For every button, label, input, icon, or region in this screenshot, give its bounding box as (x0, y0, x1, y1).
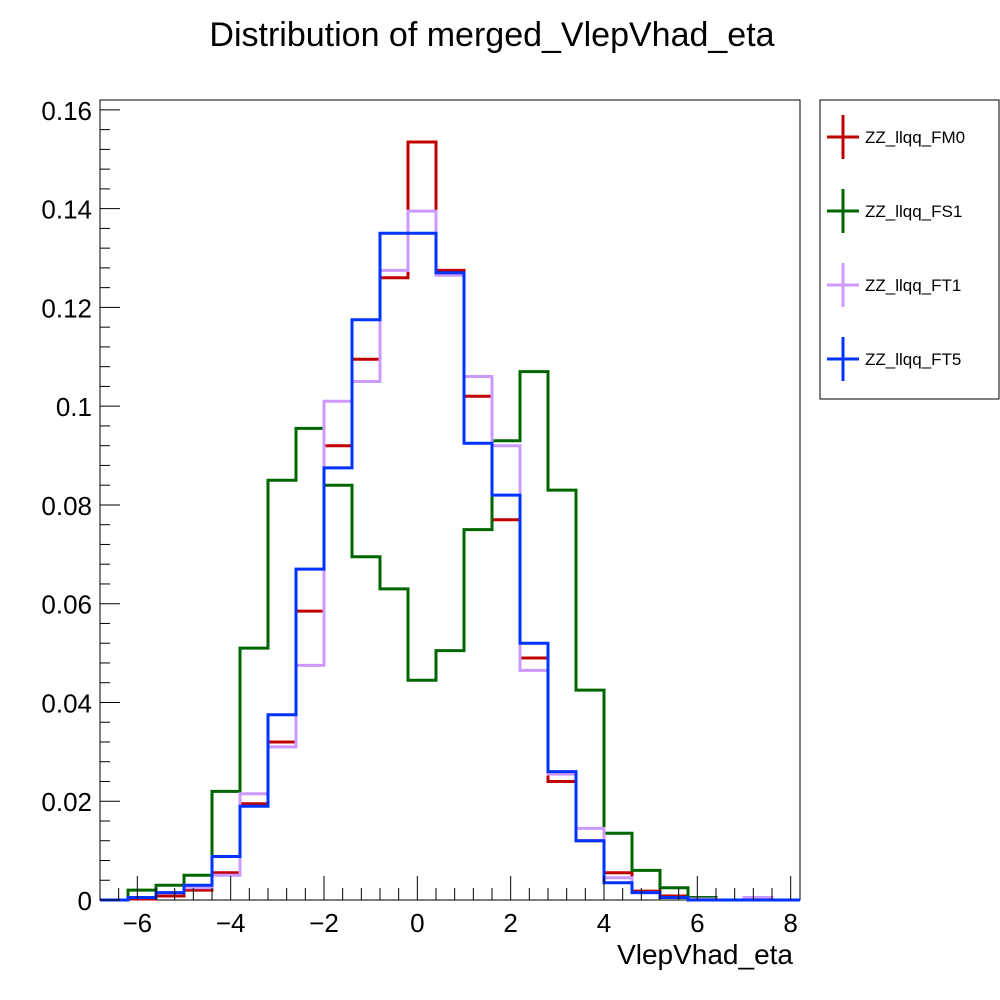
y-tick-label: 0.06 (41, 590, 92, 620)
x-tick-label: 6 (690, 908, 704, 938)
legend-entry: ZZ_llqq_FT1 (827, 263, 961, 307)
series-line-ZZ_llqq_FS1 (100, 370, 800, 902)
legend-entry: ZZ_llqq_FT5 (827, 337, 961, 381)
y-tick-label: 0 (78, 886, 92, 916)
y-tick-label: 0.04 (41, 688, 92, 718)
legend-label: ZZ_llqq_FT1 (865, 276, 961, 295)
y-tick-label: 0.16 (41, 96, 92, 126)
legend-label: ZZ_llqq_FM0 (865, 128, 965, 147)
x-axis-label: VlepVhad_eta (617, 939, 793, 970)
y-tick-label: 0.1 (56, 392, 92, 422)
legend-label: ZZ_llqq_FT5 (865, 350, 961, 369)
y-tick-label: 0.12 (41, 293, 92, 323)
x-tick-label: 8 (783, 908, 797, 938)
chart-title: Distribution of merged_VlepVhad_eta (209, 16, 774, 54)
y-tick-label: 0.14 (41, 195, 92, 225)
legend: ZZ_llqq_FM0 ZZ_llqq_FS1 ZZ_llqq_FT1 ZZ_llqq… (819, 99, 1000, 400)
series-line-ZZ_llqq_FT5 (100, 231, 800, 902)
legend-box (819, 99, 1000, 400)
legend-entry: ZZ_llqq_FM0 (827, 115, 965, 159)
axis-layer: −6 −4 −2 0 2 4 6 8 0 0.02 0.04 0.06 0.08 0.1 0.12 0.14 0… (41, 96, 798, 938)
legend-label: ZZ_llqq_FS1 (865, 202, 962, 221)
y-tick-label: 0.02 (41, 787, 92, 817)
plot-frame (99, 99, 801, 901)
x-tick-label: 0 (410, 908, 424, 938)
x-tick-label: −6 (123, 908, 153, 938)
x-tick-label: 4 (597, 908, 611, 938)
x-tick-label: −4 (216, 908, 246, 938)
y-tick-label: 0.08 (41, 491, 92, 521)
x-tick-label: 2 (503, 908, 517, 938)
x-tick-label: −2 (309, 908, 339, 938)
legend-entry: ZZ_llqq_FS1 (827, 189, 962, 233)
